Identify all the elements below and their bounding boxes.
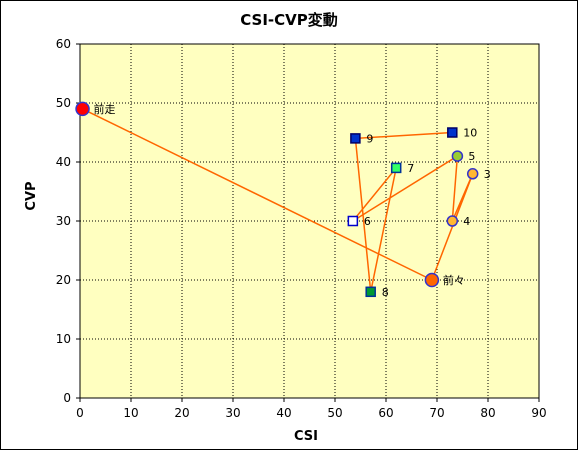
data-point [350,133,361,144]
data-label: 前々 [443,273,465,287]
x-tick-label: 80 [480,406,495,420]
chart-title: CSI-CVP変動 [240,11,338,29]
data-point [451,150,464,162]
data-label: 9 [366,132,373,145]
y-tick-label: 30 [56,214,71,228]
x-tick-label: 40 [276,406,291,420]
x-tick-label: 50 [327,406,342,420]
data-point [75,101,90,117]
data-label: 7 [407,162,414,175]
y-axis-label: CVP [24,181,39,210]
data-label: 8 [382,286,389,299]
data-label: 前走 [94,102,116,116]
data-point [365,286,376,298]
data-label: 5 [468,150,475,163]
data-label: 10 [463,127,477,140]
data-label: 3 [484,168,491,181]
data-point [424,272,440,288]
x-tick-label: 10 [123,406,138,420]
data-point [447,127,458,138]
x-axis-label: CSI [294,429,318,444]
x-tick-label: 30 [225,406,240,420]
y-tick-label: 20 [56,273,71,287]
series-line [82,108,474,292]
data-point [390,162,402,174]
x-tick-label: 0 [76,406,84,420]
y-tick-label: 40 [56,155,71,169]
y-tick-label: 60 [56,37,71,51]
x-tick-label: 90 [531,406,546,420]
data-point [466,168,479,180]
y-tick-label: 0 [63,391,71,405]
x-tick-label: 20 [174,406,189,420]
data-label: 4 [463,215,470,228]
plot-area [79,43,540,399]
data-point [347,215,359,227]
y-tick-label: 50 [56,96,71,110]
data-label: 6 [364,215,371,228]
x-tick-label: 60 [378,406,393,420]
x-tick-label: 70 [429,406,444,420]
y-tick-label: 10 [56,332,71,346]
data-point [446,215,459,227]
